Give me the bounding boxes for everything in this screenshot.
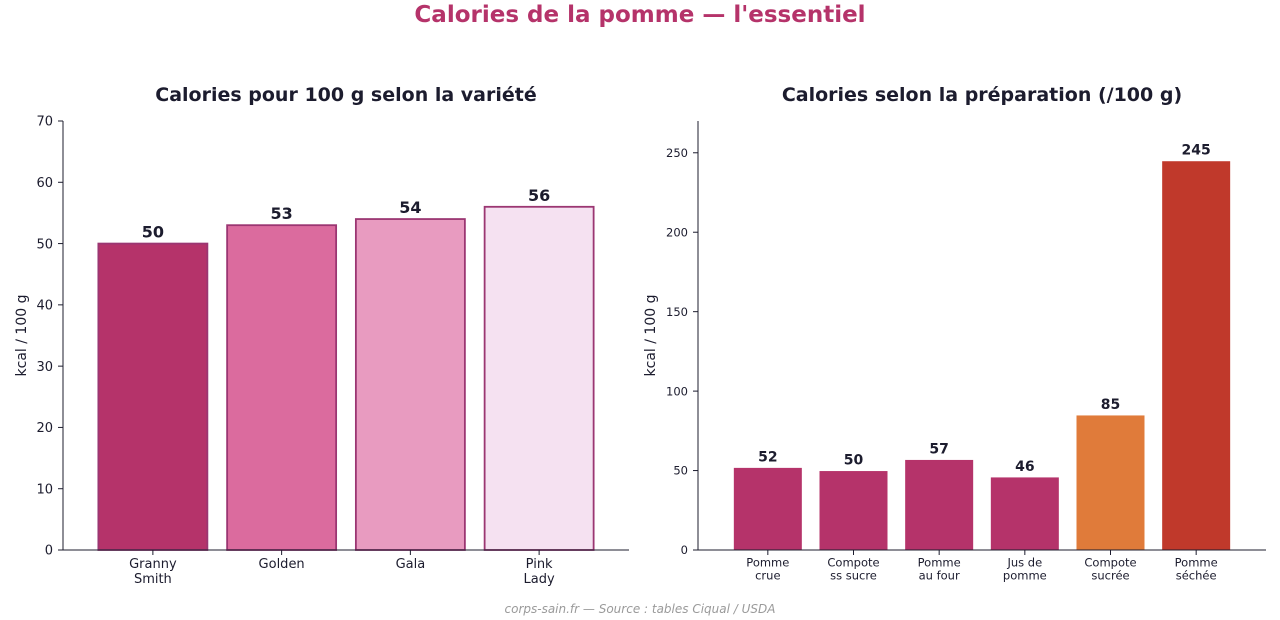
x-tick-label: Golden bbox=[259, 557, 305, 572]
y-tick-label: 70 bbox=[36, 115, 53, 130]
chart-preparations: Calories selon la préparation (/100 g) kc… bbox=[643, 84, 1266, 583]
y-tick-label: 150 bbox=[666, 305, 688, 319]
x-tick-label: Granny Smith bbox=[129, 557, 177, 587]
bar bbox=[732, 466, 803, 551]
y-tick-label: 0 bbox=[45, 544, 53, 559]
bar-value-label: 52 bbox=[758, 449, 777, 465]
y-tick-label: 0 bbox=[681, 543, 688, 557]
bar bbox=[1075, 414, 1146, 551]
bar bbox=[1161, 160, 1232, 551]
bar-value-label: 56 bbox=[528, 186, 550, 205]
x-tick-label: Compote sucrée bbox=[1084, 556, 1136, 583]
bar-value-label: 54 bbox=[399, 198, 421, 217]
chart-title: Calories pour 100 g selon la variété bbox=[155, 84, 536, 106]
y-tick-label: 60 bbox=[36, 176, 53, 191]
y-tick-label: 40 bbox=[36, 299, 53, 314]
bar-value-label: 245 bbox=[1182, 143, 1211, 159]
bar bbox=[904, 458, 975, 551]
bar-value-label: 53 bbox=[270, 204, 292, 223]
x-tick-label: Pomme au four bbox=[918, 556, 961, 583]
bar-value-label: 57 bbox=[929, 441, 948, 457]
y-tick-label: 100 bbox=[666, 384, 688, 398]
x-tick-label: Jus de pomme bbox=[1003, 556, 1047, 583]
y-tick-label: 200 bbox=[666, 225, 688, 239]
y-tick-label: 50 bbox=[673, 464, 688, 478]
y-tick-label: 50 bbox=[36, 237, 53, 252]
bar bbox=[818, 470, 889, 551]
bar bbox=[483, 205, 595, 551]
main-title: Calories de la pomme — l'essentiel bbox=[414, 2, 866, 28]
x-tick-label: Compote ss sucre bbox=[827, 556, 879, 583]
bar-value-label: 50 bbox=[844, 453, 864, 469]
bar bbox=[97, 242, 209, 551]
y-tick-label: 250 bbox=[666, 146, 688, 160]
y-axis-label: kcal / 100 g bbox=[643, 295, 659, 377]
source-footer: corps-sain.fr — Source : tables Ciqual /… bbox=[504, 602, 776, 616]
y-tick-label: 20 bbox=[36, 421, 53, 436]
x-tick-label: Gala bbox=[396, 557, 426, 572]
bar bbox=[989, 476, 1060, 551]
y-tick-label: 10 bbox=[36, 482, 53, 497]
y-tick-label: 30 bbox=[36, 360, 53, 375]
bar-value-label: 50 bbox=[142, 223, 164, 242]
chart-title: Calories selon la préparation (/100 g) bbox=[782, 84, 1182, 106]
x-tick-label: Pomme séchée bbox=[1175, 556, 1218, 583]
bar bbox=[354, 218, 466, 551]
x-tick-label: Pink Lady bbox=[524, 557, 555, 587]
x-tick-label: Pomme crue bbox=[746, 556, 789, 583]
bar-value-label: 85 bbox=[1101, 397, 1120, 413]
y-axis-label: kcal / 100 g bbox=[14, 295, 30, 377]
bar bbox=[226, 224, 338, 551]
chart-varieties: Calories pour 100 g selon la variété kcal… bbox=[14, 84, 629, 587]
bar-value-label: 46 bbox=[1015, 459, 1034, 475]
